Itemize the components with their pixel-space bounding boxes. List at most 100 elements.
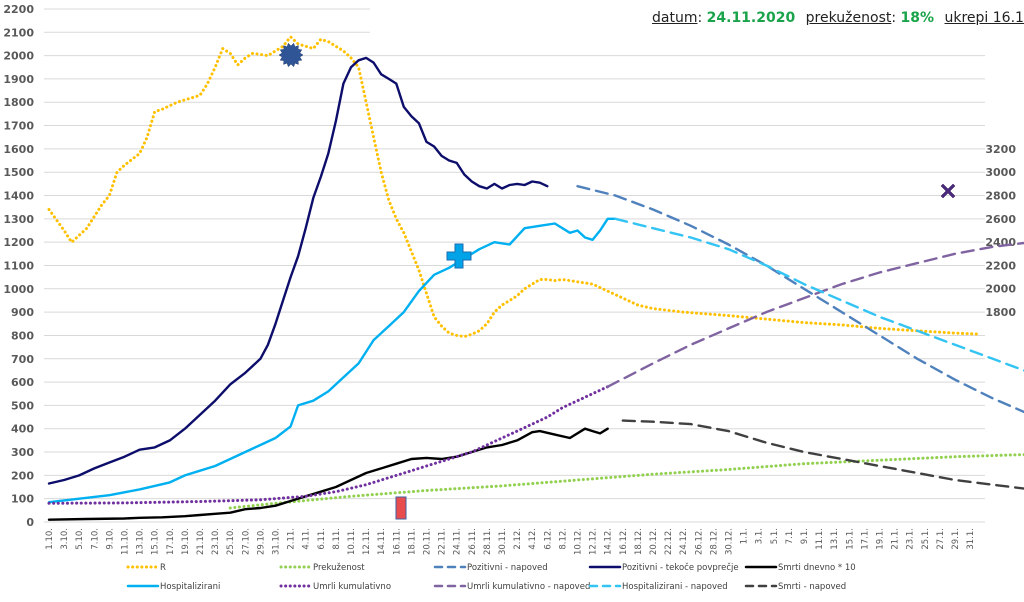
x-tick-label: 21.1. (891, 528, 901, 550)
x-tick-label: 3.10. (60, 528, 70, 550)
y-tick-label: 1600 (3, 143, 34, 156)
y-tick-label: 2100 (3, 26, 34, 39)
series-line-hospitalizirani (47, 217, 617, 504)
series-line-preku-enost (228, 453, 1024, 510)
y-tick-label: 200 (11, 469, 34, 482)
x-tick-label: 20.12. (649, 528, 659, 555)
school-closed-icon (395, 496, 407, 520)
legend: R Prekuženost Pozitivni - napoved Pozitivni… (126, 562, 856, 592)
x-tick-label: 10.11. (347, 528, 357, 555)
x-tick-label: 11.10. (121, 528, 131, 555)
y-tick-label: 600 (11, 376, 34, 389)
x-tick-label: 4.12. (528, 528, 538, 550)
x-tick-label: 15.1. (845, 528, 855, 550)
x-tick-label: 8.12. (558, 528, 568, 550)
x-tick-label: 12.12. (589, 528, 599, 555)
x-tick-label: 28.11. (483, 528, 493, 555)
x-tick-label: 9.1. (800, 528, 810, 544)
x-tick-label: 2.12. (513, 528, 523, 550)
y2-tick-label: 3000 (985, 166, 1016, 179)
y2-tick-label: 2000 (985, 283, 1016, 296)
x-tick-label: 30.11. (498, 528, 508, 555)
annotation-icons (278, 42, 956, 520)
x-tick-label: 18.11. (407, 528, 417, 555)
y-tick-label: 1800 (3, 96, 34, 109)
x-tick-label: 23.10. (211, 528, 221, 555)
x-tick-label: 11.1. (815, 528, 825, 550)
series-line-smrti-dnevno-10 (47, 427, 609, 521)
x-tick-label: 16.11. (392, 528, 402, 555)
x-tick-label: 8.11. (332, 528, 342, 550)
status-header: datum: 24.11.2020 prekuženost: 18% ukrep… (652, 10, 1024, 26)
legend-label: Smrti - napoved (778, 582, 846, 592)
x-tick-label: 27.10. (241, 528, 251, 555)
x-tick-label: 9.10. (105, 528, 115, 550)
x-tick-label: 5.1. (770, 528, 780, 544)
x-tick-label: 6.12. (543, 528, 553, 550)
hospital-cross-icon (446, 243, 472, 269)
y-tick-label: 100 (11, 493, 34, 506)
x-tick-label: 16.12. (619, 528, 629, 555)
datum-value: 24.11.2020 (706, 10, 796, 26)
x-axis-ticks: 1.10. 3.10. 5.10. 7.10. 9.10. 11.10. 13.10. 15.… (45, 528, 976, 555)
x-tick-label: 12.11. (362, 528, 372, 555)
x-tick-label: 31.10. (272, 528, 282, 555)
y-tick-label: 800 (11, 329, 34, 342)
datum-label: datum (652, 10, 698, 26)
y-tick-label: 700 (11, 353, 34, 366)
y-tick-label: 1500 (3, 166, 34, 179)
series-line-umrli-kumulativno-napoved (606, 241, 1024, 388)
x-tick-label: 2.11. (287, 528, 297, 550)
y2-tick-label: 3200 (985, 143, 1016, 156)
x-tick-label: 19.10. (181, 528, 191, 555)
series-lines (47, 35, 1024, 521)
y-tick-label: 0 (26, 516, 34, 529)
y2-tick-label: 2200 (985, 259, 1016, 272)
x-tick-label: 18.12. (634, 528, 644, 555)
prekuzenost-value: 18% (900, 10, 935, 26)
y-tick-label: 1100 (3, 259, 34, 272)
death-cross-icon (940, 183, 956, 199)
y2-tick-label: 2800 (985, 190, 1016, 203)
legend-label: Smrti dnevno * 10 (778, 563, 856, 573)
x-tick-label: 3.1. (755, 528, 765, 544)
legend-label: Prekuženost (313, 563, 365, 573)
legend-label: Pozitivni - tekoče povprečje (622, 562, 739, 573)
x-tick-label: 29.1. (951, 528, 961, 550)
x-tick-label: 26.12. (694, 528, 704, 555)
x-tick-label: 25.1. (921, 528, 931, 550)
series-line-pozitivni-teko-e-povpre-je (47, 56, 549, 485)
legend-label: Hospitalizirani (160, 582, 220, 592)
y-tick-label: 2200 (3, 3, 34, 16)
x-tick-label: 15.10. (151, 528, 161, 555)
virus-icon (278, 42, 304, 68)
y-tick-label: 1300 (3, 213, 34, 226)
x-tick-label: 20.11. (423, 528, 433, 555)
y2-tick-label: 1800 (985, 306, 1016, 319)
legend-label: R (160, 563, 166, 573)
legend-label: Umrli kumulativno - napoved (467, 582, 590, 592)
x-tick-label: 7.1. (785, 528, 795, 544)
x-tick-label: 5.10. (75, 528, 85, 550)
legend-label: Hospitalizirani - napoved (622, 582, 728, 592)
x-tick-label: 23.1. (906, 528, 916, 550)
x-tick-label: 14.12. (604, 528, 614, 555)
x-tick-label: 30.12. (725, 528, 735, 555)
y-tick-label: 2000 (3, 50, 34, 63)
y-tick-label: 500 (11, 399, 34, 412)
x-tick-label: 31.1. (966, 528, 976, 550)
series-line-umrli-kumulativno (47, 385, 610, 505)
x-tick-label: 13.10. (136, 528, 146, 555)
y-tick-label: 400 (11, 423, 34, 436)
series-line-hospitalizirani-napoved (614, 217, 1024, 372)
x-tick-label: 1.1. (740, 528, 750, 544)
x-tick-label: 22.12. (664, 528, 674, 555)
y-tick-label: 1900 (3, 73, 34, 86)
x-tick-label: 17.1. (860, 528, 870, 550)
x-tick-label: 10.12. (574, 528, 584, 555)
x-tick-label: 25.10. (226, 528, 236, 555)
prekuzenost-label: prekuženost (805, 10, 892, 26)
y2-tick-label: 2600 (985, 213, 1016, 226)
